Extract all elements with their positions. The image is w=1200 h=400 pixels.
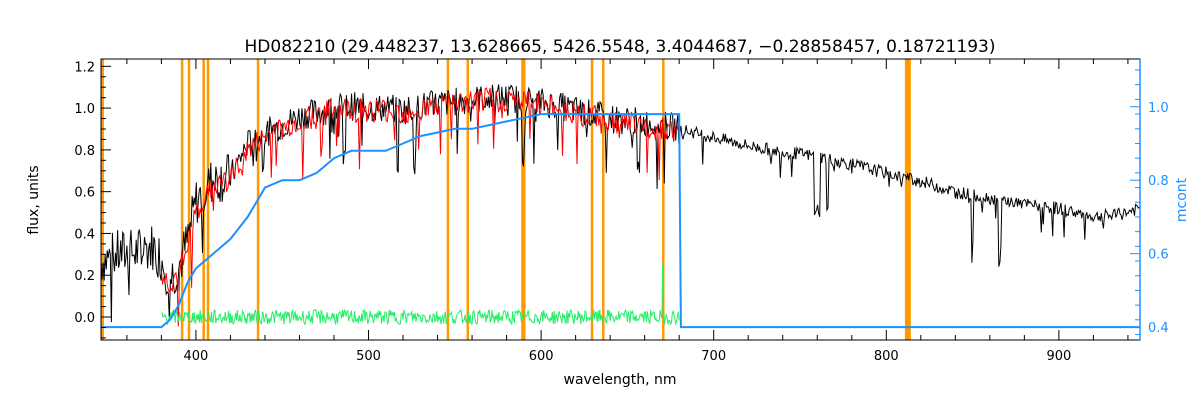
x-tick-label: 700 xyxy=(701,349,726,364)
x-tick-label: 500 xyxy=(356,349,381,364)
y-tick-label: 1.2 xyxy=(74,60,95,75)
series-continuum xyxy=(101,113,1140,329)
series-model xyxy=(160,87,679,327)
x-tick-label: 800 xyxy=(874,349,899,364)
y2-tick-label: 0.6 xyxy=(1148,248,1169,263)
axes: 400 500 600 700 800 900 0.0 0.2 0.4 0.6 0.8 1.0 1.2 0… xyxy=(74,59,1169,364)
series-residual xyxy=(161,262,680,326)
x-axis-label: wavelength, nm xyxy=(564,372,677,388)
series-layer xyxy=(100,84,1141,329)
y-tick-label: 0.6 xyxy=(74,186,95,201)
y-tick-label: 0.0 xyxy=(74,311,95,326)
y-tick-label: 0.4 xyxy=(74,227,95,242)
y-tick-label: 1.0 xyxy=(74,102,95,117)
y-tick-label: 0.2 xyxy=(74,269,95,284)
y-axis-label: flux, units xyxy=(26,165,42,234)
chart-title: HD082210 (29.448237, 13.628665, 5426.554… xyxy=(245,37,996,57)
y2-tick-label: 0.8 xyxy=(1148,174,1169,189)
x-tick-label: 400 xyxy=(184,349,209,364)
right-y-axis-label: mcont xyxy=(1174,177,1190,222)
y-tick-label: 0.8 xyxy=(74,144,95,159)
y2-tick-label: 0.4 xyxy=(1148,321,1169,336)
y2-tick-label: 1.0 xyxy=(1148,101,1169,116)
x-tick-label: 600 xyxy=(529,349,554,364)
x-tick-label: 900 xyxy=(1046,349,1071,364)
